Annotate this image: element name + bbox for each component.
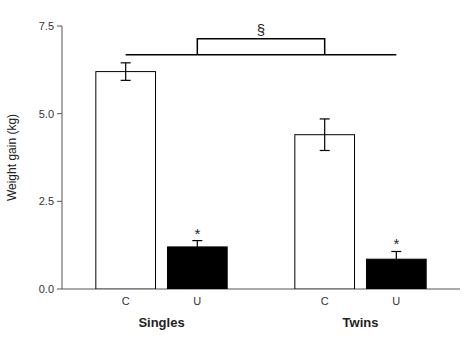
group-label: Twins (343, 315, 379, 330)
bar (167, 247, 227, 289)
error-cap (121, 80, 131, 81)
bar (295, 135, 355, 289)
chart: 0.0 2.5 5.0 7.5 Weight gain (kg) C C U U Singles T… (0, 0, 474, 351)
error-line (197, 241, 198, 254)
y-tick (57, 26, 62, 27)
x-tick-label: C (321, 295, 329, 307)
significance-bracket (197, 39, 324, 55)
error-bar (391, 251, 401, 266)
error-cap (320, 118, 330, 119)
bar (96, 72, 156, 289)
significance-star: * (393, 235, 399, 252)
y-tick-label: 0.0 (39, 283, 54, 295)
bars (96, 63, 426, 289)
significance-symbol: § (257, 21, 265, 38)
y-tick-label: 2.5 (39, 195, 54, 207)
significance-star: * (194, 225, 200, 242)
y-axis (62, 26, 63, 289)
x-tick-label: U (392, 295, 400, 307)
y-tick (57, 201, 62, 202)
error-cap (391, 266, 401, 267)
error-line (125, 63, 126, 81)
error-line (324, 119, 325, 151)
error-cap (320, 150, 330, 151)
y-tick (57, 113, 62, 114)
error-line (396, 251, 397, 266)
significance-line (126, 54, 397, 56)
x-tick-label: U (193, 295, 201, 307)
y-tick-label: 7.5 (39, 20, 54, 32)
error-bar (320, 119, 330, 151)
x-tick-label: C (122, 295, 130, 307)
y-tick-label: 5.0 (39, 108, 54, 120)
y-tick (57, 289, 62, 290)
y-axis-label: Weight gain (kg) (5, 114, 19, 201)
group-label: Singles (138, 315, 184, 330)
error-bar (192, 241, 202, 254)
error-cap (192, 253, 202, 254)
error-bar (121, 63, 131, 81)
error-cap (121, 62, 131, 63)
